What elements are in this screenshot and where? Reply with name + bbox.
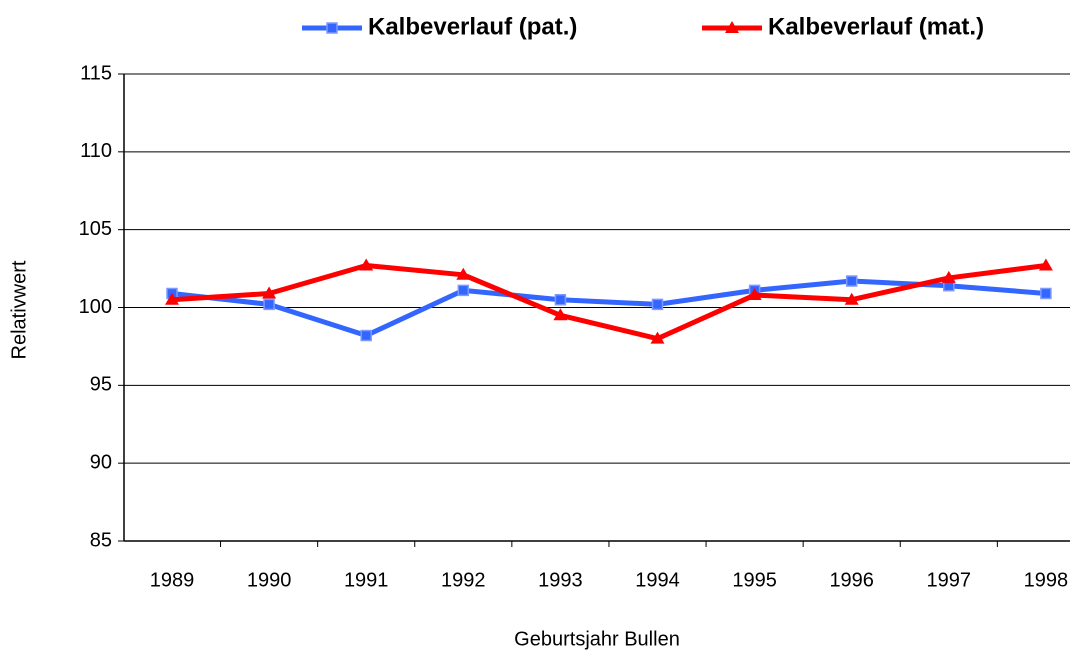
y-tick-label: 85: [90, 529, 112, 551]
y-tick-label: 105: [79, 218, 112, 240]
point: [1038, 258, 1053, 271]
series-line: [171, 278, 1047, 339]
x-tick-label: 1994: [635, 569, 680, 591]
y-tick-label: 100: [79, 296, 112, 318]
legend-text: Kalbeverlauf (pat.): [368, 13, 577, 40]
point: [359, 258, 374, 271]
x-tick-label: 1995: [732, 569, 777, 591]
x-tick-label: 1992: [441, 569, 486, 591]
point: [165, 292, 179, 305]
point: [650, 331, 665, 344]
legend-text: Kalbeverlauf (mat.): [768, 13, 984, 40]
series-line: [171, 262, 1047, 342]
legend-marker: [725, 21, 739, 33]
point: [844, 292, 859, 305]
y-axis-label: Relativwert: [8, 260, 30, 359]
x-tick-label: 1998: [1024, 569, 1069, 591]
x-tick-label: 1997: [927, 569, 972, 591]
y-tick-label: 115: [80, 62, 112, 84]
point: [553, 308, 568, 321]
legend-marker: [326, 22, 338, 34]
point: [262, 286, 277, 299]
x-axis-label: Geburtsjahr Bullen: [514, 628, 680, 650]
y-tick-label: 110: [80, 140, 112, 162]
x-tick-label: 1991: [344, 569, 389, 591]
y-tick-label: 95: [90, 374, 112, 396]
point: [747, 288, 762, 301]
point: [941, 270, 956, 283]
point: [1040, 287, 1052, 300]
point: [360, 329, 372, 342]
point: [263, 298, 275, 311]
x-tick-label: 1989: [150, 569, 195, 591]
y-tick-label: 90: [90, 451, 112, 473]
point: [457, 284, 470, 297]
point: [554, 293, 567, 306]
x-tick-label: 1996: [829, 569, 874, 591]
x-tick-label: 1993: [538, 569, 583, 591]
x-tick-label: 1990: [247, 569, 292, 591]
point: [845, 275, 858, 287]
point: [456, 267, 471, 280]
point: [651, 298, 664, 311]
